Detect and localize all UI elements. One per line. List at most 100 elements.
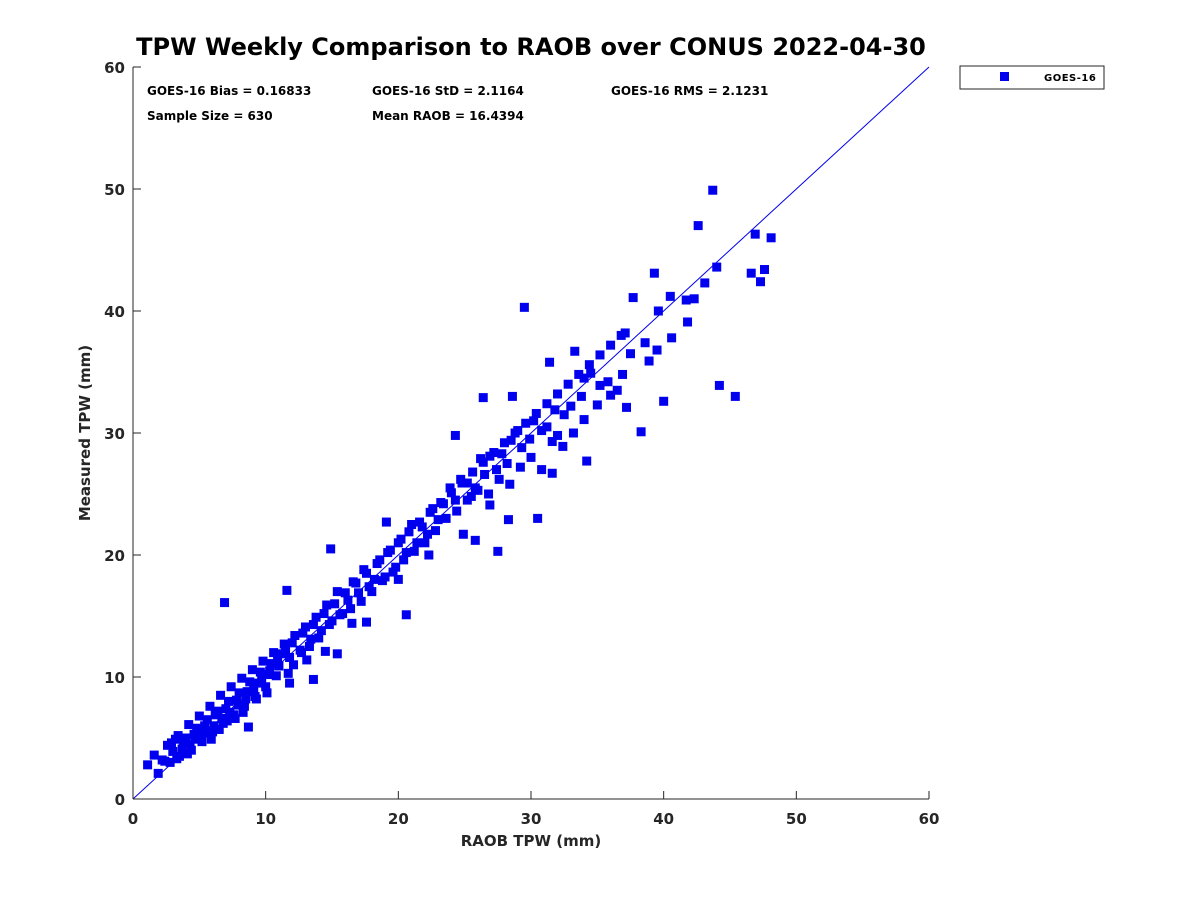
data-point — [730, 391, 740, 401]
data-point — [420, 538, 430, 548]
data-point — [369, 574, 379, 584]
data-point — [574, 369, 584, 379]
data-point — [423, 529, 433, 539]
data-point — [542, 399, 552, 409]
data-point — [346, 604, 356, 614]
x-axis-label: RAOB TPW (mm) — [461, 832, 602, 850]
data-point — [531, 408, 541, 418]
data-point — [198, 728, 208, 738]
data-point — [377, 576, 387, 586]
data-point — [184, 720, 194, 730]
data-point — [143, 760, 153, 770]
data-point — [497, 449, 507, 459]
data-point — [450, 495, 460, 505]
data-point — [665, 291, 675, 301]
data-point — [160, 756, 170, 766]
data-point — [576, 391, 586, 401]
data-point — [493, 546, 503, 556]
data-point — [458, 529, 468, 539]
data-point — [506, 435, 516, 445]
data-point — [287, 638, 297, 648]
y-tick-label: 40 — [104, 303, 125, 321]
data-point — [279, 639, 289, 649]
data-point — [185, 739, 195, 749]
data-point — [537, 465, 547, 475]
x-tick-label: 0 — [128, 810, 138, 828]
data-point — [708, 185, 718, 195]
data-point — [306, 634, 316, 644]
data-point — [618, 369, 628, 379]
data-point — [149, 750, 159, 760]
data-point — [712, 262, 722, 272]
x-tick-label: 20 — [388, 810, 409, 828]
data-point — [404, 527, 414, 537]
x-tick-label: 30 — [521, 810, 542, 828]
data-point — [153, 768, 163, 778]
data-point — [192, 723, 202, 733]
data-point — [391, 562, 401, 572]
legend-marker — [1000, 72, 1009, 81]
data-point — [559, 410, 569, 420]
data-point — [285, 678, 295, 688]
data-point — [231, 695, 241, 705]
data-point — [273, 652, 283, 662]
data-point — [595, 350, 605, 360]
data-point — [190, 734, 200, 744]
data-point — [332, 649, 342, 659]
data-point — [628, 293, 638, 303]
data-point — [505, 479, 515, 489]
data-point — [537, 426, 547, 436]
data-point — [298, 628, 308, 638]
data-point — [311, 612, 321, 622]
data-points — [143, 185, 776, 778]
data-point — [354, 588, 364, 598]
data-point — [519, 302, 529, 312]
data-point — [547, 437, 557, 447]
data-point — [478, 457, 488, 467]
data-point — [693, 221, 703, 231]
x-tick-label: 60 — [919, 810, 940, 828]
stat-bias: GOES-16 Bias = 0.16833 — [147, 84, 311, 98]
data-point — [606, 390, 616, 400]
data-point — [247, 665, 257, 675]
x-tick-label: 10 — [255, 810, 276, 828]
data-point — [251, 694, 261, 704]
stat-mean-raob: Mean RAOB = 16.4394 — [372, 109, 524, 123]
data-point — [582, 456, 592, 466]
stat-sample-size: Sample Size = 630 — [147, 109, 273, 123]
data-point — [234, 688, 244, 698]
data-point — [485, 500, 495, 510]
data-point — [206, 734, 216, 744]
data-point — [290, 631, 300, 641]
data-point — [208, 727, 218, 737]
data-point — [746, 268, 756, 278]
data-point — [759, 265, 769, 275]
data-point — [525, 434, 535, 444]
data-point — [269, 648, 279, 658]
data-point — [383, 548, 393, 558]
data-point — [166, 738, 176, 748]
y-tick-label: 30 — [104, 425, 125, 443]
data-point — [216, 690, 226, 700]
data-point — [209, 721, 219, 731]
data-point — [494, 474, 504, 484]
x-tick-label: 50 — [786, 810, 807, 828]
data-point — [612, 385, 622, 395]
data-point — [412, 538, 422, 548]
data-point — [214, 724, 224, 734]
data-point — [592, 400, 602, 410]
data-point — [258, 656, 268, 666]
data-point — [322, 600, 332, 610]
data-point — [407, 520, 417, 529]
y-tick-label: 20 — [104, 547, 125, 565]
data-point — [603, 377, 613, 387]
data-point — [503, 515, 513, 525]
data-point — [381, 517, 391, 527]
data-point — [468, 467, 478, 477]
data-point — [750, 229, 760, 239]
chart-title: TPW Weekly Comparison to RAOB over CONUS… — [136, 33, 926, 61]
data-point — [296, 648, 306, 658]
data-point — [225, 707, 235, 717]
data-point — [282, 585, 292, 595]
data-point — [563, 379, 573, 389]
